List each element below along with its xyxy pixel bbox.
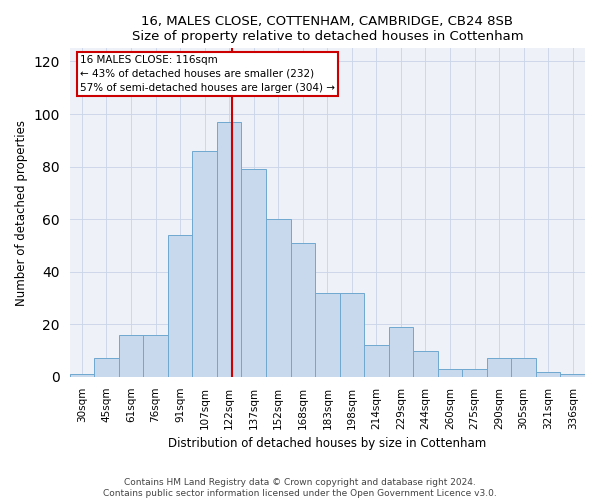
Bar	[290, 243, 315, 377]
Bar	[389, 327, 413, 377]
Bar	[462, 369, 487, 377]
Bar	[266, 219, 290, 377]
Bar	[340, 292, 364, 377]
Text: 16 MALES CLOSE: 116sqm
← 43% of detached houses are smaller (232)
57% of semi-de: 16 MALES CLOSE: 116sqm ← 43% of detached…	[80, 55, 335, 93]
Text: Contains HM Land Registry data © Crown copyright and database right 2024.
Contai: Contains HM Land Registry data © Crown c…	[103, 478, 497, 498]
Bar	[70, 374, 94, 377]
Bar	[143, 335, 168, 377]
Bar	[560, 374, 585, 377]
Bar	[315, 292, 340, 377]
Bar	[94, 358, 119, 377]
Bar	[241, 169, 266, 377]
Bar	[217, 122, 241, 377]
Bar	[193, 151, 217, 377]
Bar	[413, 350, 438, 377]
Bar	[487, 358, 511, 377]
Y-axis label: Number of detached properties: Number of detached properties	[15, 120, 28, 306]
Bar	[511, 358, 536, 377]
X-axis label: Distribution of detached houses by size in Cottenham: Distribution of detached houses by size …	[168, 437, 487, 450]
Bar	[119, 335, 143, 377]
Title: 16, MALES CLOSE, COTTENHAM, CAMBRIDGE, CB24 8SB
Size of property relative to det: 16, MALES CLOSE, COTTENHAM, CAMBRIDGE, C…	[131, 15, 523, 43]
Bar	[364, 346, 389, 377]
Bar	[168, 235, 193, 377]
Bar	[438, 369, 462, 377]
Bar	[536, 372, 560, 377]
